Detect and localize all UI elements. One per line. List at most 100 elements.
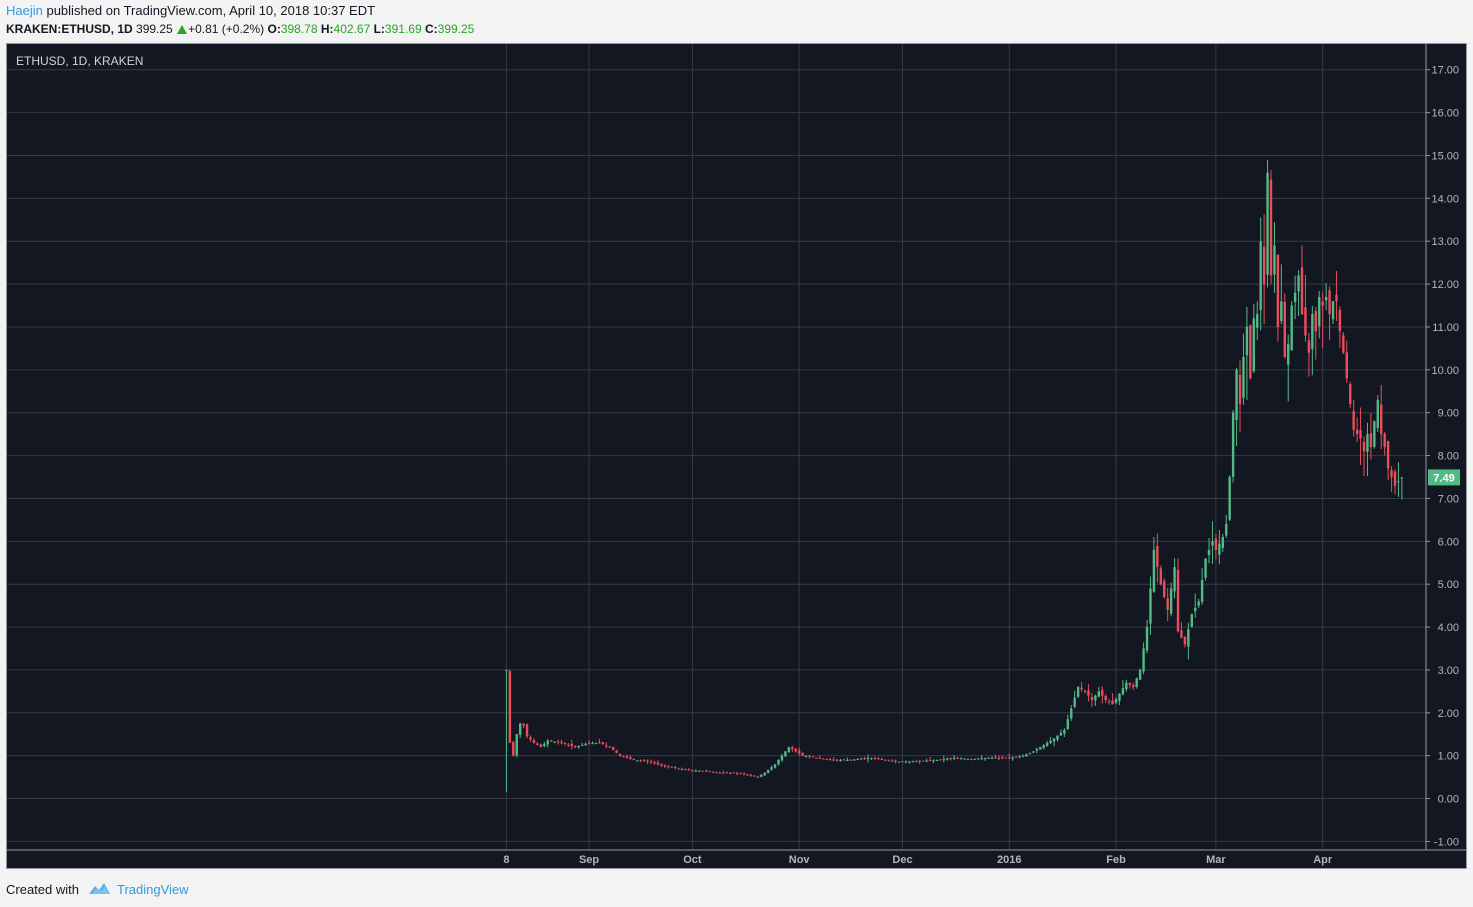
candle-body xyxy=(1194,607,1197,612)
candle-body xyxy=(1176,569,1180,632)
candle-body xyxy=(615,750,618,753)
candle-body xyxy=(553,741,556,743)
x-tick-label: Apr xyxy=(1313,854,1333,866)
candle-body xyxy=(1311,314,1314,349)
candle-body xyxy=(718,772,722,774)
candle-body xyxy=(904,761,908,763)
candle-body xyxy=(1335,294,1338,302)
candle-body xyxy=(897,761,901,763)
candle-body xyxy=(1307,340,1311,353)
tradingview-cloud-icon[interactable] xyxy=(87,881,111,898)
candle-body xyxy=(670,766,673,768)
candle-body xyxy=(921,760,925,762)
candle-body xyxy=(1052,738,1056,742)
candle-body xyxy=(956,757,959,759)
candle-body xyxy=(1245,326,1249,356)
candle-body xyxy=(863,758,866,760)
candle-body xyxy=(780,755,784,761)
candle-body xyxy=(1249,325,1252,379)
candle-body xyxy=(990,757,994,759)
candle-body xyxy=(1163,580,1166,598)
candle-body xyxy=(901,761,904,763)
candle-body xyxy=(1362,442,1366,452)
chart-canvas[interactable]: 17.00 16.00 15.00 14.00 13.00 12.00 11.00 10.00… xyxy=(7,44,1466,868)
candle-body xyxy=(1328,290,1331,315)
candle-body xyxy=(825,758,828,760)
candle-body xyxy=(722,772,725,774)
candle-body xyxy=(925,760,928,762)
candle-body xyxy=(639,760,642,762)
y-tick-label: 17.00 xyxy=(1431,65,1459,77)
candle-body xyxy=(1218,543,1221,555)
candle-body xyxy=(804,756,808,758)
y-tick-label: 16.00 xyxy=(1431,108,1459,120)
candle-body xyxy=(856,759,859,761)
candle-body xyxy=(791,747,794,750)
candle-body xyxy=(611,747,615,750)
candle-body xyxy=(1004,757,1008,759)
candle-body xyxy=(1338,309,1342,332)
candle-body xyxy=(1276,254,1280,327)
candle-body xyxy=(835,759,839,761)
candle-body xyxy=(1107,701,1111,703)
candle-body xyxy=(653,762,656,764)
candle-body xyxy=(646,760,649,762)
candle-body xyxy=(1342,335,1345,353)
chart-frame[interactable]: 17.00 16.00 15.00 14.00 13.00 12.00 11.00 10.00… xyxy=(6,43,1467,869)
candle-body xyxy=(708,771,711,773)
candle-body xyxy=(915,761,918,763)
candle-body xyxy=(946,758,949,760)
candle-body xyxy=(877,758,880,760)
candle-body xyxy=(642,760,646,762)
candle-body xyxy=(577,746,580,748)
candle-body xyxy=(918,760,921,762)
candle-body xyxy=(701,770,704,772)
y-tick-label: -1.00 xyxy=(1434,836,1459,848)
candle-body xyxy=(735,773,739,775)
candle-body xyxy=(770,767,773,770)
candle-body xyxy=(859,758,863,760)
candle-body xyxy=(997,757,1001,759)
last-price: 399.25 xyxy=(136,22,173,36)
candle-body xyxy=(1293,292,1297,302)
candle-body xyxy=(928,760,932,762)
tradingview-link[interactable]: TradingView xyxy=(116,882,189,897)
candle-body xyxy=(1142,648,1145,672)
candle-body xyxy=(1349,384,1352,405)
candle-body xyxy=(1200,579,1204,602)
candle-body xyxy=(1242,356,1245,398)
candle-body xyxy=(815,757,818,759)
candle-body xyxy=(801,752,804,756)
candle-body xyxy=(870,758,873,760)
author-link[interactable]: Haejin xyxy=(6,3,43,18)
candle-body xyxy=(1259,241,1262,311)
y-tick-label: 8.00 xyxy=(1438,451,1459,463)
candle-body xyxy=(866,757,870,759)
candle-body xyxy=(1280,301,1283,322)
candle-body xyxy=(1221,537,1224,548)
candle-body xyxy=(784,751,787,757)
candle-body xyxy=(1169,588,1173,614)
axes: 17.00 16.00 15.00 14.00 13.00 12.00 11.00 10.00… xyxy=(7,44,1466,866)
candle-body xyxy=(667,766,670,768)
candle-body xyxy=(677,768,680,770)
ohlc-legend: KRAKEN:ETHUSD, 1D 399.25 +0.81 (+0.2%) O… xyxy=(6,22,474,36)
candle-body xyxy=(1393,471,1397,486)
low-value: 391.69 xyxy=(384,22,422,36)
candle-body xyxy=(763,772,766,776)
candle-body xyxy=(725,772,729,774)
candle-body xyxy=(1125,682,1128,689)
y-tick-label: 5.00 xyxy=(1438,579,1459,591)
candle-body xyxy=(935,759,939,761)
candle-body xyxy=(1083,690,1087,692)
candle-body xyxy=(1097,691,1101,697)
up-triangle-icon xyxy=(177,25,188,34)
candle-body xyxy=(1190,614,1194,627)
candle-body xyxy=(1352,411,1355,430)
candle-body xyxy=(505,669,508,671)
candle-body xyxy=(673,766,677,769)
candle-body xyxy=(515,734,518,756)
candle-body xyxy=(1266,172,1269,275)
candle-body xyxy=(1380,404,1383,435)
candle-body xyxy=(753,775,756,777)
